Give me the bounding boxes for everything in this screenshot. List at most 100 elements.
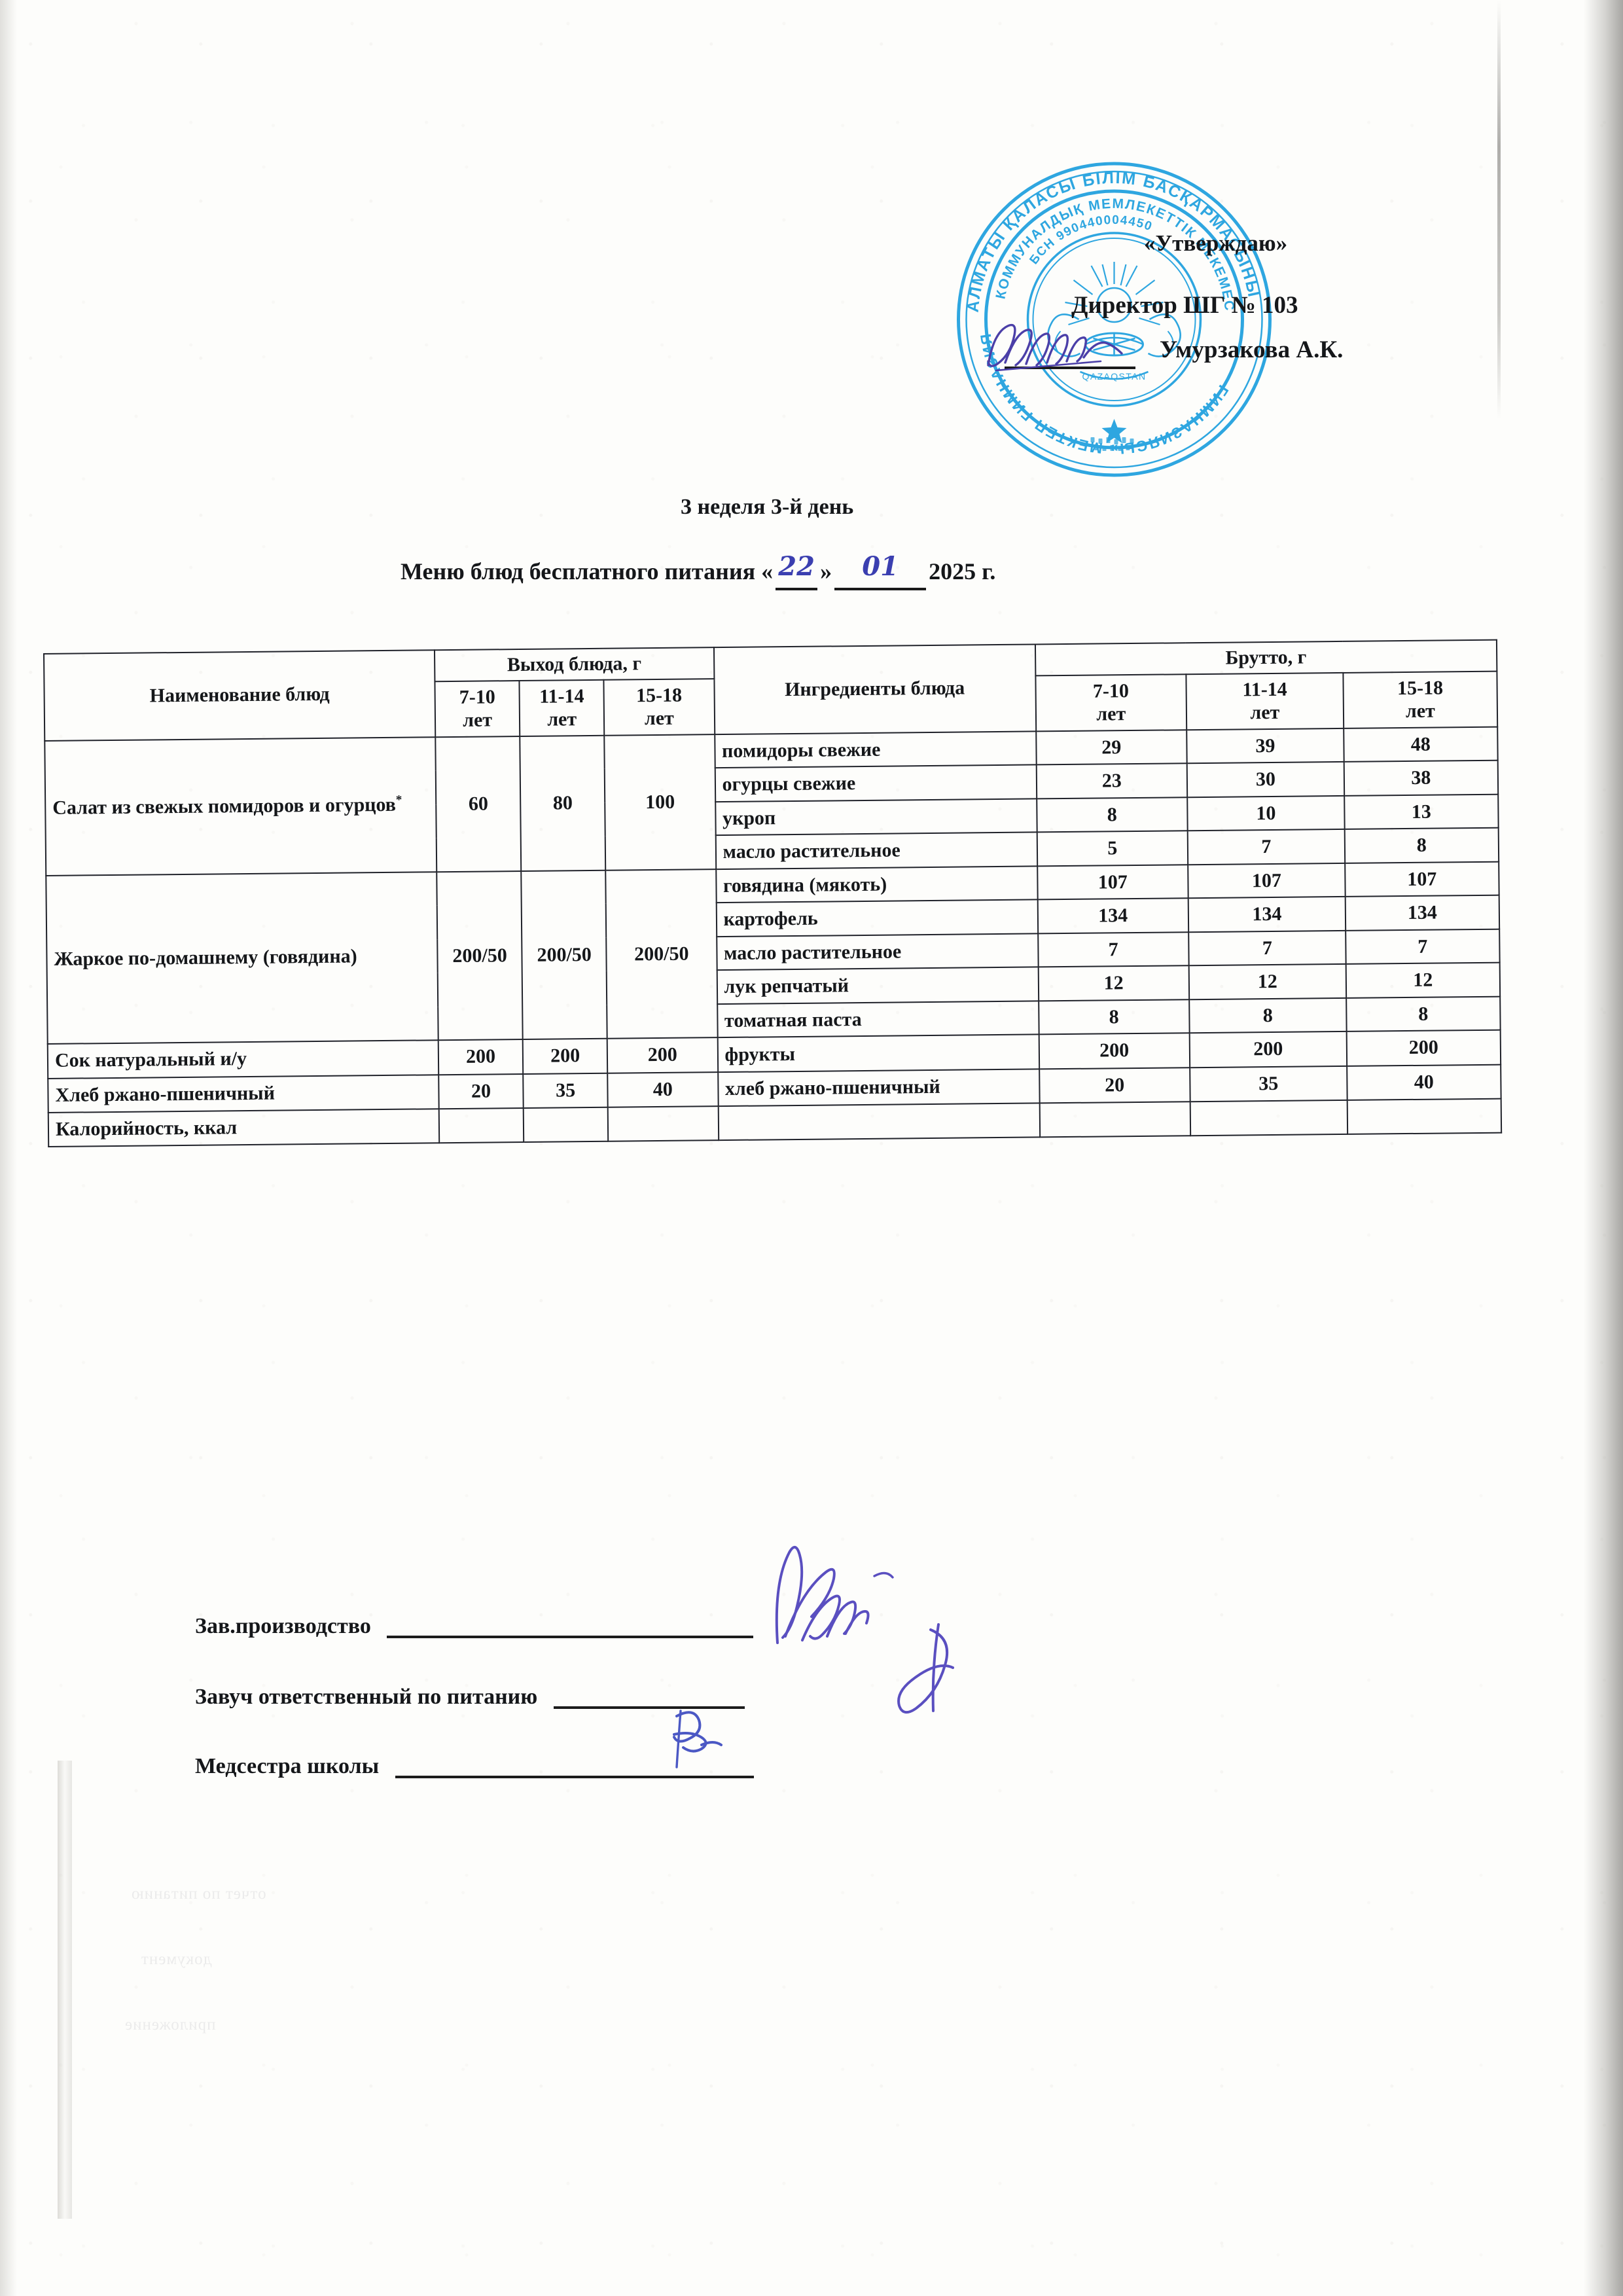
- dish-name: Салат из свежых помидоров и огурцов: [52, 793, 397, 819]
- header-output-age-2: 15-18 лет: [603, 679, 715, 736]
- brutto-cell: 134: [1188, 897, 1346, 933]
- menu-title-suffix: 2025 г.: [929, 558, 996, 584]
- page-fold-mark: [58, 1761, 72, 2219]
- official-stamp: АЛМАТЫ ҚАЛАСЫ БІЛІМ БАСҚАРМАСЫНЫҢ «№103 …: [940, 141, 1279, 483]
- brutto-cell: 12: [1346, 962, 1501, 998]
- output-cell: 40: [607, 1071, 719, 1107]
- signature-line[interactable]: [553, 1706, 745, 1710]
- zavuch-signature-ink: [897, 1623, 954, 1713]
- brutto-cell: 39: [1186, 728, 1344, 764]
- brutto-cell: 8: [1344, 827, 1499, 863]
- age-range: 7-10: [1092, 680, 1130, 702]
- dish-name: Хлеб ржано-пшеничный: [55, 1082, 276, 1106]
- output-cell: 200/50: [521, 870, 607, 1040]
- output-cell: 200: [438, 1039, 524, 1075]
- header-brutto-age-2: 15-18 лет: [1343, 671, 1498, 728]
- dish-name: Жаркое по-домашнему (говядина): [54, 945, 357, 971]
- brutto-cell: 200: [1346, 1030, 1501, 1066]
- dish-name-cell: Жаркое по-домашнему (говядина): [46, 872, 438, 1045]
- brutto-cell: 8: [1189, 997, 1347, 1033]
- signature-row-production: Зав.производство: [195, 1614, 754, 1639]
- output-cell: 20: [438, 1073, 524, 1109]
- output-cell: 60: [435, 736, 522, 872]
- dish-name: Сок натуральный и/у: [54, 1048, 247, 1072]
- brutto-cell: 134: [1345, 895, 1500, 931]
- header-output-age-1: 11-14 лет: [519, 679, 605, 736]
- signature-line[interactable]: [387, 1636, 754, 1639]
- director-name: Умурзакова А.К.: [1160, 336, 1344, 363]
- output-cell: 200: [522, 1039, 608, 1074]
- right-edge-shadow: [1584, 0, 1623, 2296]
- date-day-slot: 22: [773, 551, 820, 590]
- header-brutto-age-0: 7-10 лет: [1035, 674, 1187, 732]
- age-range: 11-14: [1242, 678, 1287, 701]
- dish-name-cell: Сок натуральный и/у: [47, 1040, 439, 1079]
- calories-label: Калорийность, ккал: [48, 1109, 440, 1147]
- ingredient-cell: говядина (мякоть): [715, 866, 1038, 903]
- header-ingredients: Ингредиенты блюда: [713, 644, 1036, 734]
- calories-output-cell: [438, 1108, 524, 1143]
- output-cell: 80: [520, 735, 606, 871]
- calories-ingredient-cell: [718, 1103, 1040, 1141]
- ingredient-cell: укроп: [715, 798, 1037, 836]
- date-day-rule: [776, 588, 818, 590]
- age-unit: лет: [644, 708, 674, 730]
- header-brutto: Брутто, г: [1035, 639, 1497, 676]
- brutto-cell: 8: [1036, 797, 1188, 833]
- bleed-text: отчет по питанию: [131, 1885, 266, 1903]
- signature-row-zavuch: Завуч ответственный по питанию: [195, 1685, 745, 1710]
- header-brutto-age-1: 11-14 лет: [1186, 672, 1344, 730]
- brutto-cell: 12: [1188, 964, 1346, 999]
- signature-row-nurse: Медсестра школы: [195, 1754, 754, 1779]
- brutto-cell: 10: [1187, 795, 1345, 831]
- calories-output-cell: [607, 1106, 719, 1142]
- age-range: 7-10: [459, 686, 495, 708]
- signature-line[interactable]: [395, 1776, 754, 1779]
- date-month-value: 01: [862, 551, 899, 582]
- signature-label: Зав.производство: [195, 1614, 371, 1638]
- ingredient-cell: помидоры свежие: [714, 731, 1037, 768]
- output-cell: 35: [523, 1073, 608, 1109]
- director-title: Директор ШГ № 103: [1071, 292, 1298, 319]
- age-unit: лет: [463, 709, 493, 732]
- menu-table-body: Салат из свежых помидоров и огурцов* 60 80…: [45, 726, 1502, 1147]
- ingredient-cell: картофель: [716, 899, 1038, 937]
- age-unit: лет: [547, 708, 577, 731]
- bleed-text: документ: [141, 1950, 212, 1968]
- brutto-cell: 20: [1039, 1067, 1190, 1103]
- ingredient-cell: фрукты: [717, 1034, 1039, 1072]
- brutto-cell: 134: [1037, 898, 1189, 934]
- ingredient-cell: лук репчатый: [717, 967, 1039, 1004]
- bleed-text: приложение: [124, 2016, 216, 2034]
- header-dish-name: Наименование блюд: [44, 650, 436, 741]
- menu-table-container: Наименование блюд Выход блюда, г Ингреди…: [43, 639, 1502, 1148]
- week-day-title: 3 неделя 3-й день: [681, 495, 854, 519]
- menu-title-prefix: Меню блюд бесплатного питания «: [401, 558, 774, 584]
- dish-name-cell: Салат из свежых помидоров и огурцов*: [45, 737, 437, 876]
- signature-label: Медсестра школы: [195, 1754, 380, 1778]
- output-cell: 200: [607, 1037, 718, 1073]
- brutto-cell: 13: [1344, 794, 1499, 830]
- brutto-cell: 8: [1346, 996, 1501, 1032]
- svg-text:QAZAQSTAN: QAZAQSTAN: [1082, 371, 1147, 382]
- brutto-cell: 40: [1346, 1064, 1501, 1100]
- left-edge-shadow: [0, 0, 17, 2296]
- svg-text:БСН 990440004450: БСН 990440004450: [1027, 213, 1154, 267]
- brutto-cell: 107: [1037, 865, 1188, 900]
- brutto-cell: 7: [1188, 930, 1346, 966]
- calories-brutto-cell: [1347, 1098, 1502, 1135]
- menu-table: Наименование блюд Выход блюда, г Ингреди…: [43, 639, 1502, 1148]
- ingredient-cell: масло растительное: [716, 933, 1039, 971]
- dish-name-cell: Хлеб ржано-пшеничный: [48, 1074, 439, 1113]
- ingredient-cell: хлеб ржано-пшеничный: [717, 1069, 1040, 1107]
- brutto-cell: 107: [1344, 861, 1499, 897]
- ingredient-cell: огурцы свежие: [715, 764, 1037, 802]
- output-cell: 200/50: [437, 870, 523, 1041]
- brutto-cell: 38: [1344, 760, 1499, 796]
- brutto-cell: 7: [1037, 932, 1189, 967]
- output-cell: 200/50: [605, 869, 718, 1039]
- age-range: 15-18: [635, 684, 683, 707]
- age-range: 11-14: [539, 685, 584, 708]
- approval-word: «Утверждаю»: [1144, 230, 1288, 256]
